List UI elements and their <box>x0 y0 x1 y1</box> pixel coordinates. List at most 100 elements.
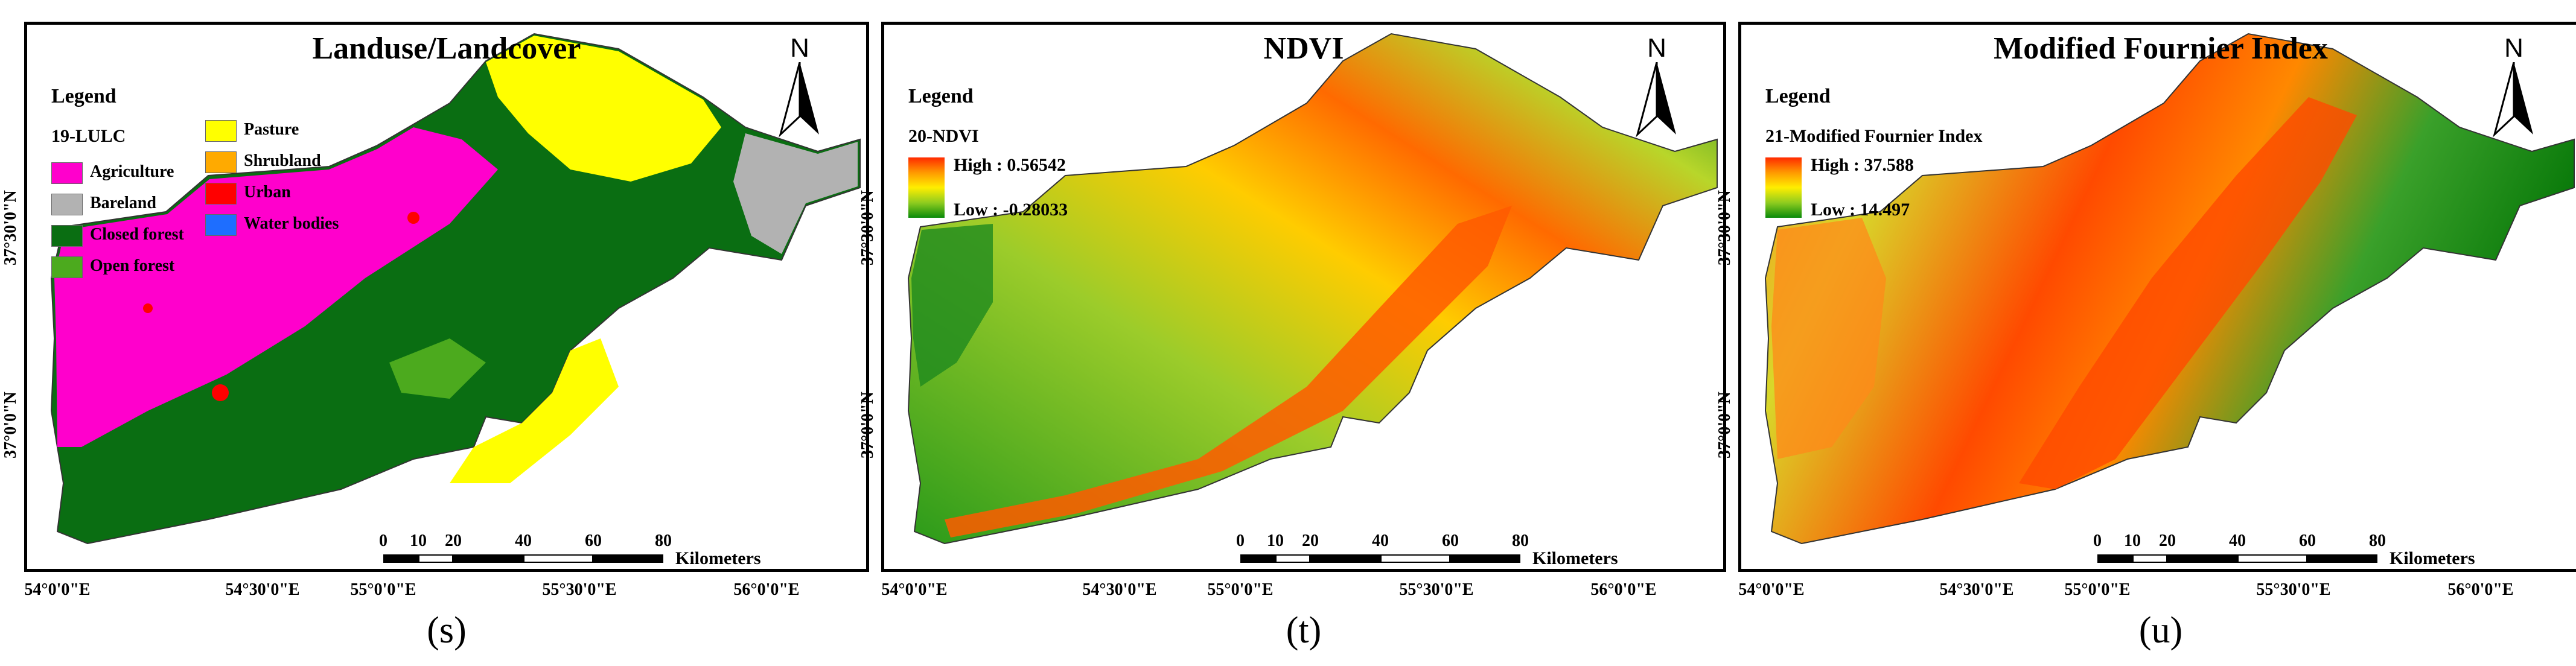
legend-low-label: Low : -0.28033 <box>954 200 1068 220</box>
north-arrow: N <box>776 33 824 138</box>
legend-label: Pasture <box>244 120 299 139</box>
legend-item-closed-forest: Closed forest <box>51 221 184 248</box>
panel-caption: (t) <box>1286 610 1322 651</box>
mfi-map <box>1764 33 2575 545</box>
legend-low-label: Low : 14.497 <box>1811 200 1910 220</box>
map-panel-mfi: Modified Fournier Index Legend 21-Modifi… <box>1738 22 2576 572</box>
scale-segment <box>418 554 453 563</box>
lon-label: 55°0'0"E <box>2064 580 2131 599</box>
north-label: N <box>790 33 809 63</box>
legend-label: Closed forest <box>90 225 184 244</box>
lon-label: 54°30'0"E <box>225 580 300 599</box>
map-title: Landuse/Landcover <box>312 31 581 66</box>
north-arrow-icon <box>779 62 819 138</box>
lulc-urban-spot <box>143 303 153 313</box>
legend-label: Shrubland <box>244 151 321 170</box>
mfi-west-high <box>1771 218 1886 459</box>
scale-segment <box>2307 554 2377 563</box>
scale-segment <box>1450 554 1520 563</box>
lulc-pasture-south <box>450 338 619 483</box>
lon-label: 55°30'0"E <box>1399 580 1474 599</box>
scale-unit: Kilometers <box>2389 548 2475 568</box>
legend-swatch <box>51 162 83 184</box>
scale-bar: 0 10 20 40 60 80 Kilometers <box>2093 531 2508 568</box>
north-arrow-icon <box>1636 62 1676 138</box>
lon-label: 54°30'0"E <box>1082 580 1157 599</box>
scale-segment <box>453 554 523 563</box>
scale-tick: 10 <box>2124 531 2141 550</box>
lon-label: 54°0'0"E <box>881 580 948 599</box>
map-title: NDVI <box>1263 31 1344 66</box>
panel-caption: (s) <box>427 610 467 651</box>
legend-label: Urban <box>244 183 291 201</box>
legend-swatch <box>205 182 237 205</box>
scale-tick: 40 <box>1372 531 1389 550</box>
lulc-agriculture-zone <box>54 127 498 447</box>
lat-label: 37°0'0"N <box>1715 392 1734 458</box>
legend-heading: Legend <box>51 85 116 107</box>
scale-tick: 0 <box>379 531 387 550</box>
scale-tick: 20 <box>1302 531 1319 550</box>
legend-high-label: High : 37.588 <box>1811 155 1914 175</box>
ndvi-map <box>907 33 1718 545</box>
lat-label: 37°0'0"N <box>858 392 877 458</box>
color-ramp <box>1765 157 1802 218</box>
legend-swatch <box>51 193 83 215</box>
ndvi-low-zone <box>911 224 993 387</box>
scale-bar: 0 10 20 40 60 80 Kilometers <box>379 531 794 568</box>
lon-label: 56°0'0"E <box>2447 580 2514 599</box>
scale-segment <box>2132 554 2167 563</box>
scale-segment <box>1380 554 1450 563</box>
north-arrow: N <box>2490 33 2538 138</box>
lon-label: 56°0'0"E <box>733 580 800 599</box>
lulc-pasture-zone <box>486 36 721 182</box>
scale-tick: 10 <box>1267 531 1284 550</box>
layer-label: 21-Modified Fournier Index <box>1765 126 1983 146</box>
scale-tick: 60 <box>585 531 602 550</box>
scale-bar: 0 10 20 40 60 80 Kilometers <box>1236 531 1651 568</box>
scale-unit: Kilometers <box>675 548 761 568</box>
lat-label: 37°30'0"N <box>858 190 877 265</box>
lon-label: 55°30'0"E <box>2256 580 2331 599</box>
lulc-openforest-patch <box>389 338 486 399</box>
lon-label: 55°30'0"E <box>542 580 617 599</box>
scale-tick: 80 <box>2369 531 2386 550</box>
legend-label: Bareland <box>90 194 156 212</box>
scale-tick: 60 <box>2299 531 2316 550</box>
north-arrow: N <box>1633 33 1681 138</box>
scale-tick: 20 <box>445 531 462 550</box>
layer-label: 20-NDVI <box>908 126 979 146</box>
lon-label: 55°0'0"E <box>350 580 416 599</box>
legend-item-urban: Urban <box>205 179 291 206</box>
legend-item-bareland: Bareland <box>51 190 156 217</box>
scale-unit: Kilometers <box>1532 548 1618 568</box>
legend-item-water-bodies: Water bodies <box>205 211 339 237</box>
north-label: N <box>1647 33 1666 63</box>
north-arrow-icon <box>2493 62 2533 138</box>
legend-swatch <box>51 256 83 278</box>
color-ramp <box>908 157 945 218</box>
lulc-bareland-zone <box>733 133 858 254</box>
lon-label: 54°0'0"E <box>24 580 91 599</box>
legend-label: Agriculture <box>90 162 174 181</box>
legend-heading: Legend <box>908 85 974 107</box>
scale-segment <box>523 554 593 563</box>
scale-segment <box>1240 554 1275 563</box>
scale-segment <box>1310 554 1380 563</box>
north-label: N <box>2504 33 2523 63</box>
ndvi-region-outline <box>907 33 1718 545</box>
legend-item-agriculture: Agriculture <box>51 159 174 185</box>
scale-tick: 0 <box>1236 531 1245 550</box>
legend-high-label: High : 0.56542 <box>954 155 1066 175</box>
mfi-high-band <box>2019 97 2357 489</box>
scale-tick: 40 <box>515 531 532 550</box>
scale-tick: 80 <box>1512 531 1529 550</box>
legend-heading: Legend <box>1765 85 1831 107</box>
panel-caption: (u) <box>2138 610 2183 651</box>
lon-label: 54°30'0"E <box>1939 580 2014 599</box>
lat-label: 37°30'0"N <box>1 190 20 265</box>
scale-segment <box>2167 554 2237 563</box>
scale-tick: 10 <box>410 531 427 550</box>
layer-label: 19-LULC <box>51 126 126 146</box>
lon-label: 55°0'0"E <box>1207 580 1274 599</box>
